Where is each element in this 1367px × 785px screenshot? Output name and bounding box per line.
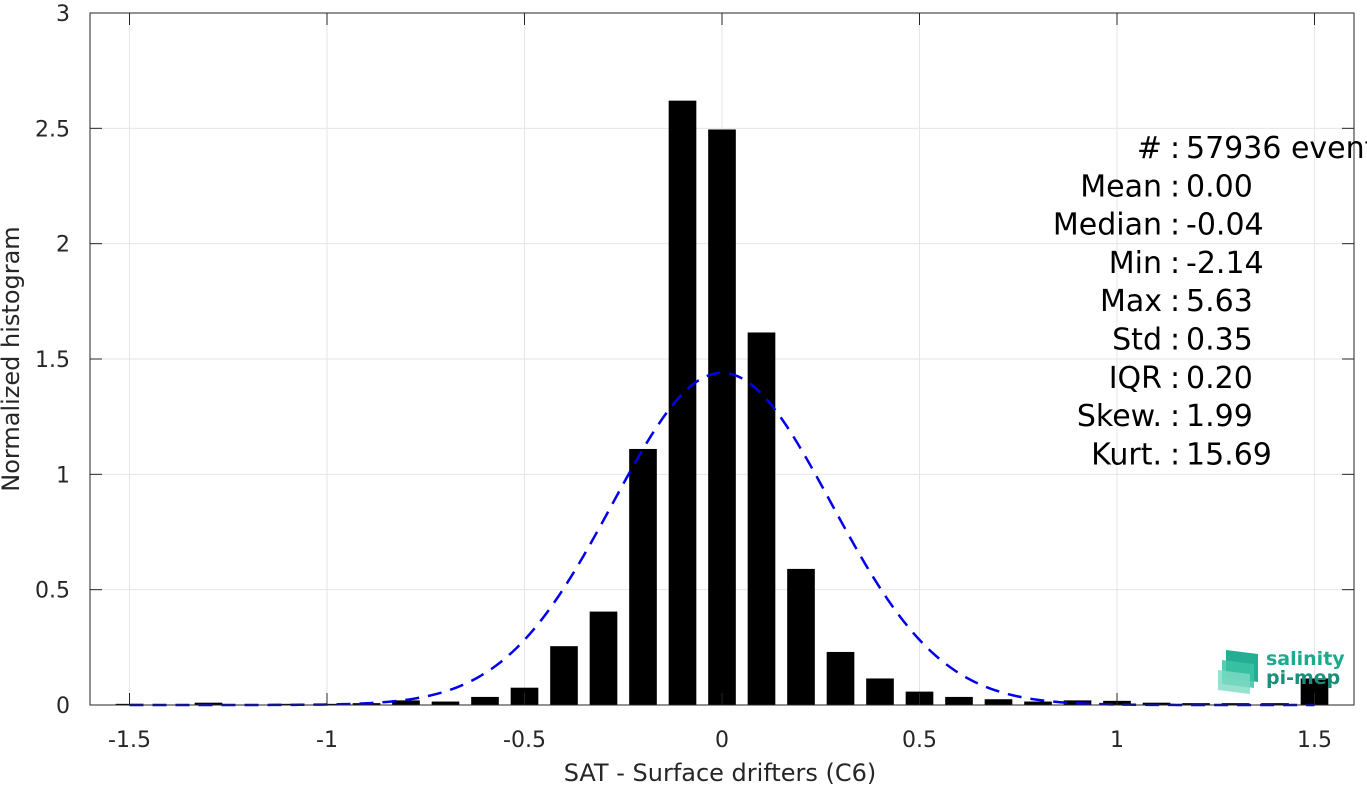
tick-labels: -1.5 -1 -0.5 0 0.5 1 1.5 0 0.5 1 1.5 2 2.5 3 xyxy=(35,2,1332,753)
stat-separator: : xyxy=(1170,399,1180,434)
histogram-bar xyxy=(273,703,302,705)
logo-line1: salinity xyxy=(1266,648,1345,670)
histogram-bar xyxy=(1024,701,1052,705)
histogram-bar xyxy=(787,568,815,705)
histogram-bar xyxy=(747,332,776,705)
x-tick-label: 1 xyxy=(1110,728,1124,753)
logo-line2: pi-mep xyxy=(1266,667,1340,689)
stat-value: 1.99 xyxy=(1186,399,1253,434)
histogram-bar xyxy=(866,678,894,705)
stat-label: Min xyxy=(1109,246,1162,281)
stat-value: 15.69 xyxy=(1186,437,1272,472)
salinity-pi-mep-logo: salinity pi-mep xyxy=(1218,648,1345,694)
stat-label: Mean xyxy=(1080,169,1162,204)
histogram-bar xyxy=(431,701,460,705)
x-tick-label: -1 xyxy=(316,728,338,753)
histogram-bar xyxy=(589,611,618,705)
x-tick-label: 0.5 xyxy=(902,728,937,753)
y-tick-label: 0 xyxy=(56,694,70,719)
stat-separator: : xyxy=(1170,284,1180,319)
y-tick-label: 1.5 xyxy=(35,348,70,373)
stat-value: 5.63 xyxy=(1186,284,1253,319)
stat-label: Std xyxy=(1112,323,1162,358)
stat-value: -2.14 xyxy=(1186,246,1264,281)
histogram-bar xyxy=(708,129,736,705)
stat-label: # xyxy=(1137,131,1162,166)
stat-value: 0.20 xyxy=(1186,361,1253,396)
y-tick-label: 1 xyxy=(56,463,70,488)
axis-ticks xyxy=(90,12,1354,706)
x-tick-label: -0.5 xyxy=(503,728,546,753)
histogram-bar xyxy=(945,696,973,705)
histogram-bar xyxy=(1221,703,1250,705)
histogram-bar xyxy=(629,448,657,705)
y-tick-label: 0.5 xyxy=(35,579,70,604)
y-tick-label: 2 xyxy=(56,233,70,258)
histogram-bar xyxy=(1261,703,1289,705)
stat-label: IQR xyxy=(1109,361,1162,396)
stat-separator: : xyxy=(1170,361,1180,396)
stat-separator: : xyxy=(1170,323,1180,358)
histogram-bars xyxy=(115,100,1329,706)
histogram-bar xyxy=(471,696,499,705)
stat-value: -0.04 xyxy=(1186,208,1264,243)
histogram-bar xyxy=(392,700,420,705)
y-tick-label: 3 xyxy=(56,2,70,27)
stat-separator: : xyxy=(1170,169,1180,204)
y-tick-label: 2.5 xyxy=(35,117,70,142)
stat-label: Skew. xyxy=(1077,399,1162,434)
stat-separator: : xyxy=(1170,246,1180,281)
x-tick-label: 1.5 xyxy=(1297,728,1332,753)
x-tick-label: -1.5 xyxy=(108,728,151,753)
stat-separator: : xyxy=(1170,131,1180,166)
stat-label: Kurt. xyxy=(1091,437,1162,472)
histogram-bar xyxy=(826,651,855,705)
histogram-bar xyxy=(550,646,578,705)
stat-value: 0.35 xyxy=(1186,323,1253,358)
logo-emblem-icon xyxy=(1218,650,1258,694)
stat-value: 57936 events xyxy=(1186,131,1367,166)
stat-value: 0.00 xyxy=(1186,169,1253,204)
histogram-bar xyxy=(984,699,1013,705)
x-tick-label: 0 xyxy=(715,728,729,753)
stat-separator: : xyxy=(1170,437,1180,472)
stat-label: Max xyxy=(1100,284,1162,319)
stat-separator: : xyxy=(1170,208,1180,243)
x-axis-label: SAT - Surface drifters (C6) xyxy=(564,759,877,785)
statistics-box: #:57936 eventsMean:0.00Median:-0.04Min:-… xyxy=(1053,131,1367,472)
y-axis-label: Normalized histogram xyxy=(0,226,25,491)
stat-label: Median xyxy=(1053,208,1162,243)
